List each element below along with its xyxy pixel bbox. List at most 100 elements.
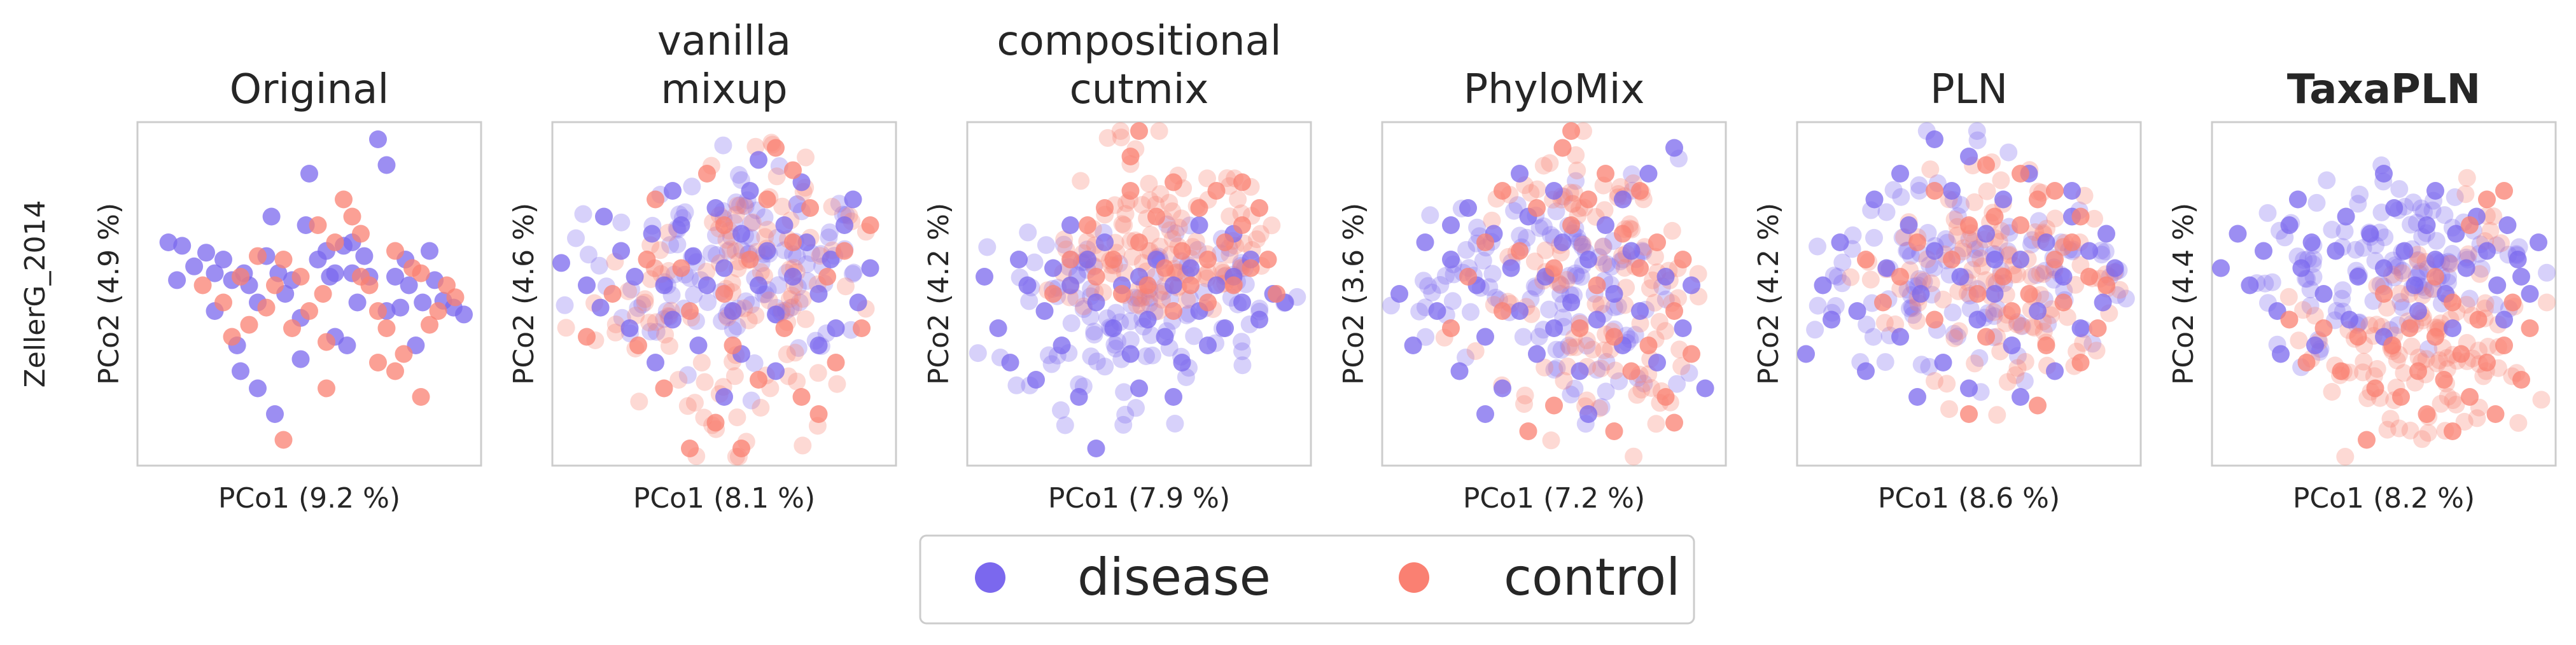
synthetic-point-disease: [1985, 307, 2003, 325]
data-point-disease: [1857, 362, 1875, 380]
data-point-control: [274, 431, 293, 449]
synthetic-point-disease: [1436, 267, 1455, 285]
data-point-disease: [647, 354, 664, 371]
synthetic-point-control: [735, 197, 753, 215]
synthetic-point-disease: [1936, 230, 1955, 248]
synthetic-point-disease: [1127, 399, 1145, 417]
data-point-control: [1216, 233, 1234, 251]
synthetic-point-control: [1647, 415, 1665, 433]
synthetic-point-disease: [1081, 308, 1100, 326]
synthetic-point-disease: [641, 322, 660, 341]
synthetic-point-control: [721, 240, 739, 258]
data-point-control: [2444, 422, 2461, 440]
synthetic-point-control: [2474, 367, 2493, 385]
synthetic-point-disease: [1511, 226, 1529, 245]
synthetic-point-disease: [1545, 361, 1564, 379]
synthetic-point-disease: [2486, 295, 2504, 314]
data-point-disease: [2457, 259, 2475, 277]
data-point-disease: [266, 405, 284, 423]
synthetic-point-disease: [1865, 228, 1883, 247]
data-point-control: [1147, 207, 1165, 226]
synthetic-point-disease: [1233, 342, 1251, 361]
synthetic-point-control: [2479, 338, 2497, 356]
data-point-control: [2071, 354, 2090, 371]
synthetic-point-control: [1656, 322, 1674, 340]
synthetic-point-disease: [2117, 289, 2135, 308]
data-point-disease: [1631, 302, 1649, 320]
data-point-control: [2512, 371, 2530, 389]
synthetic-point-disease: [1952, 196, 1970, 214]
synthetic-point-control: [1646, 293, 1664, 312]
data-point-disease: [1683, 276, 1700, 295]
synthetic-point-disease: [1588, 361, 1606, 379]
data-point-disease: [1173, 354, 1191, 371]
synthetic-point-control: [1631, 314, 1649, 333]
x-axis-label: PCo1 (7.9 %): [1048, 482, 1230, 515]
synthetic-point-disease: [2318, 171, 2336, 190]
synthetic-point-control: [1908, 312, 1926, 330]
x-axis-label: PCo1 (8.2 %): [2293, 482, 2475, 515]
synthetic-point-disease: [1858, 316, 1876, 334]
synthetic-point-disease: [1626, 326, 1644, 344]
synthetic-point-control: [767, 167, 786, 186]
synthetic-point-disease: [2404, 193, 2423, 212]
data-point-disease: [706, 199, 725, 217]
synthetic-point-disease: [1530, 328, 1548, 346]
data-point-control: [1087, 268, 1105, 286]
data-point-disease: [2498, 216, 2517, 234]
synthetic-point-disease: [1970, 239, 1989, 257]
data-point-control: [1614, 225, 1632, 243]
legend: disease control: [919, 534, 1695, 625]
synthetic-point-control: [728, 408, 746, 427]
y-axis-label: PCo2 (4.9 %): [93, 203, 125, 385]
synthetic-point-control: [1229, 190, 1247, 209]
data-point-disease: [2306, 336, 2324, 354]
data-point-disease: [2229, 225, 2247, 243]
synthetic-point-control: [1163, 230, 1182, 248]
synthetic-point-disease: [1968, 122, 1986, 140]
data-point-control: [578, 328, 596, 346]
data-point-control: [1656, 388, 1675, 406]
synthetic-point-disease: [1562, 385, 1580, 404]
synthetic-point-control: [2336, 448, 2355, 466]
data-point-control: [446, 288, 465, 307]
data-point-disease: [2341, 310, 2358, 329]
data-point-control: [314, 285, 332, 303]
synthetic-point-disease: [1166, 224, 1185, 242]
data-point-disease: [1233, 293, 1251, 312]
synthetic-point-control: [1516, 386, 1534, 405]
synthetic-point-disease: [1019, 223, 1037, 242]
data-point-disease: [2426, 251, 2444, 268]
x-axis-label: PCo1 (8.6 %): [1878, 482, 2060, 515]
data-point-disease: [844, 190, 862, 209]
data-point-control: [249, 247, 267, 265]
synthetic-point-disease: [708, 246, 725, 264]
synthetic-point-disease: [742, 296, 760, 314]
data-point-disease: [1545, 319, 1563, 337]
data-point-disease: [2444, 319, 2461, 337]
synthetic-point-control: [1641, 279, 1659, 298]
data-point-disease: [1665, 139, 1683, 157]
synthetic-point-control: [1564, 195, 1582, 213]
data-point-control: [2375, 285, 2393, 303]
data-point-control: [2280, 310, 2299, 329]
synthetic-point-disease: [629, 299, 647, 317]
synthetic-point-control: [1251, 225, 1270, 243]
synthetic-point-disease: [1999, 242, 2017, 260]
synthetic-point-control: [1170, 218, 1188, 237]
synthetic-point-control: [1187, 232, 1205, 251]
synthetic-point-disease: [2423, 201, 2442, 219]
data-point-control: [1579, 190, 1597, 209]
data-point-control: [2495, 336, 2513, 354]
synthetic-point-control: [1949, 282, 1968, 300]
data-point-disease: [421, 242, 438, 260]
data-point-control: [1199, 251, 1217, 268]
synthetic-point-disease: [1877, 203, 1896, 221]
data-point-control: [2426, 328, 2444, 346]
synthetic-point-disease: [789, 339, 808, 357]
data-point-disease: [377, 156, 396, 174]
synthetic-point-control: [1861, 270, 1880, 289]
data-point-disease: [1511, 302, 1529, 320]
data-point-disease: [1156, 328, 1174, 346]
synthetic-point-control: [1988, 406, 2006, 424]
